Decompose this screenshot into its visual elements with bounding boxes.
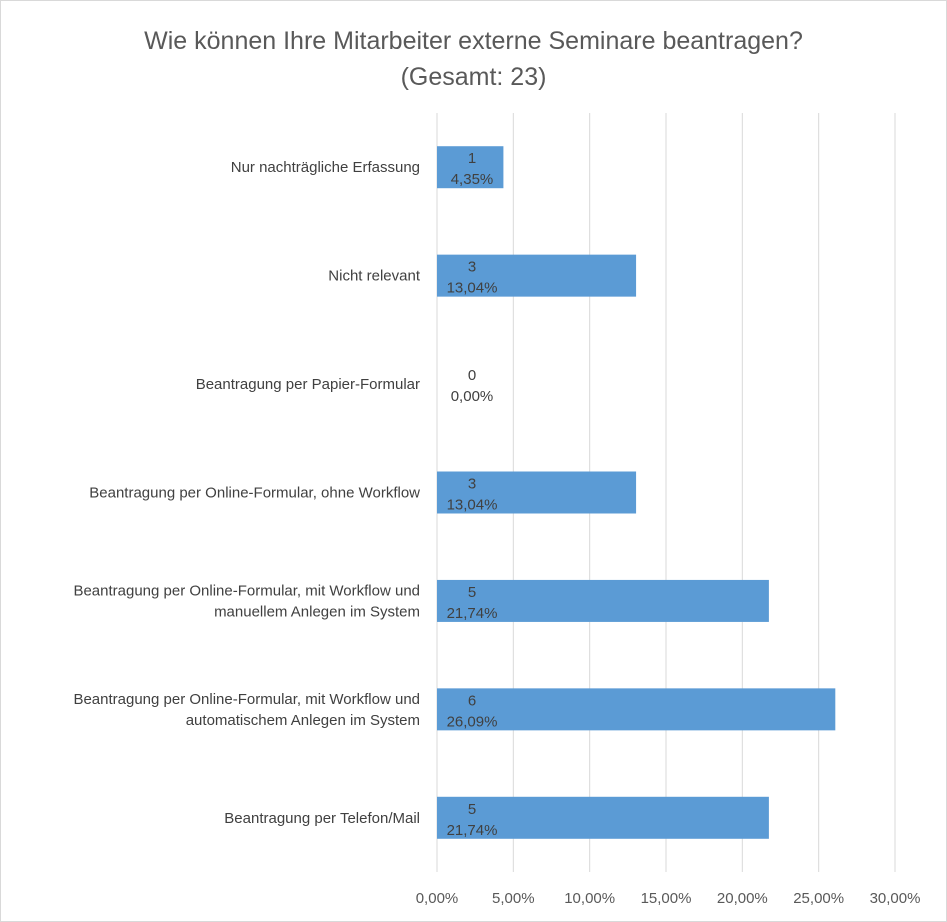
chart-title-line: Wie können Ihre Mitarbeiter externe Semi… bbox=[144, 27, 803, 55]
category-label: Beantragung per Online-Formular, ohne Wo… bbox=[89, 485, 420, 502]
data-label-percent: 4,35% bbox=[451, 171, 494, 188]
category-label: Nicht relevant bbox=[328, 268, 421, 285]
data-label-count: 3 bbox=[468, 476, 476, 493]
data-label-count: 0 bbox=[468, 367, 476, 384]
x-tick-label: 10,00% bbox=[564, 890, 615, 907]
chart-subtitle-line: (Gesamt: 23) bbox=[400, 63, 547, 91]
data-label-count: 1 bbox=[468, 150, 476, 167]
x-tick-label: 30,00% bbox=[870, 890, 921, 907]
data-label-count: 5 bbox=[468, 584, 476, 601]
data-labels: 1 4,35% 3 13,04% 0 0,00% 3 13,04% 5 21,74% 6 26,09%… bbox=[447, 150, 498, 839]
category-label: Beantragung per Papier-Formular bbox=[196, 376, 420, 393]
chart-title: Wie können Ihre Mitarbeiter externe Semi… bbox=[1, 23, 946, 95]
category-labels: Nur nachträgliche Erfassung Nicht relevan… bbox=[73, 159, 420, 827]
x-tick-label: 15,00% bbox=[641, 890, 692, 907]
data-label-percent: 13,04% bbox=[447, 280, 498, 297]
data-label-percent: 13,04% bbox=[447, 497, 498, 514]
data-label-percent: 21,74% bbox=[447, 605, 498, 622]
x-tick-label: 20,00% bbox=[717, 890, 768, 907]
category-label: Nur nachträgliche Erfassung bbox=[231, 159, 420, 176]
bar bbox=[437, 579, 769, 622]
data-label-count: 3 bbox=[468, 259, 476, 276]
bar bbox=[437, 254, 637, 297]
x-tick-label: 5,00% bbox=[492, 890, 535, 907]
category-label: automatischem Anlegen im System bbox=[186, 712, 420, 729]
x-axis-tick-labels: 0,00% 5,00% 10,00% 15,00% 20,00% 25,00% 30,00% bbox=[416, 890, 921, 907]
bar bbox=[437, 796, 769, 839]
category-label: manuellem Anlegen im System bbox=[214, 603, 420, 620]
bar bbox=[437, 146, 504, 189]
bars bbox=[437, 146, 836, 839]
gridlines bbox=[436, 113, 896, 872]
category-label: Beantragung per Telefon/Mail bbox=[224, 810, 420, 827]
bar bbox=[437, 471, 637, 514]
data-label-count: 6 bbox=[468, 692, 476, 709]
data-label-count: 5 bbox=[468, 801, 476, 818]
data-label-percent: 26,09% bbox=[447, 713, 498, 730]
category-label: Beantragung per Online-Formular, mit Wor… bbox=[73, 582, 420, 599]
category-label: Beantragung per Online-Formular, mit Wor… bbox=[73, 691, 420, 708]
x-tick-label: 0,00% bbox=[416, 890, 459, 907]
data-label-percent: 0,00% bbox=[451, 388, 494, 405]
bar bbox=[437, 688, 836, 731]
x-tick-label: 25,00% bbox=[793, 890, 844, 907]
data-label-percent: 21,74% bbox=[447, 822, 498, 839]
